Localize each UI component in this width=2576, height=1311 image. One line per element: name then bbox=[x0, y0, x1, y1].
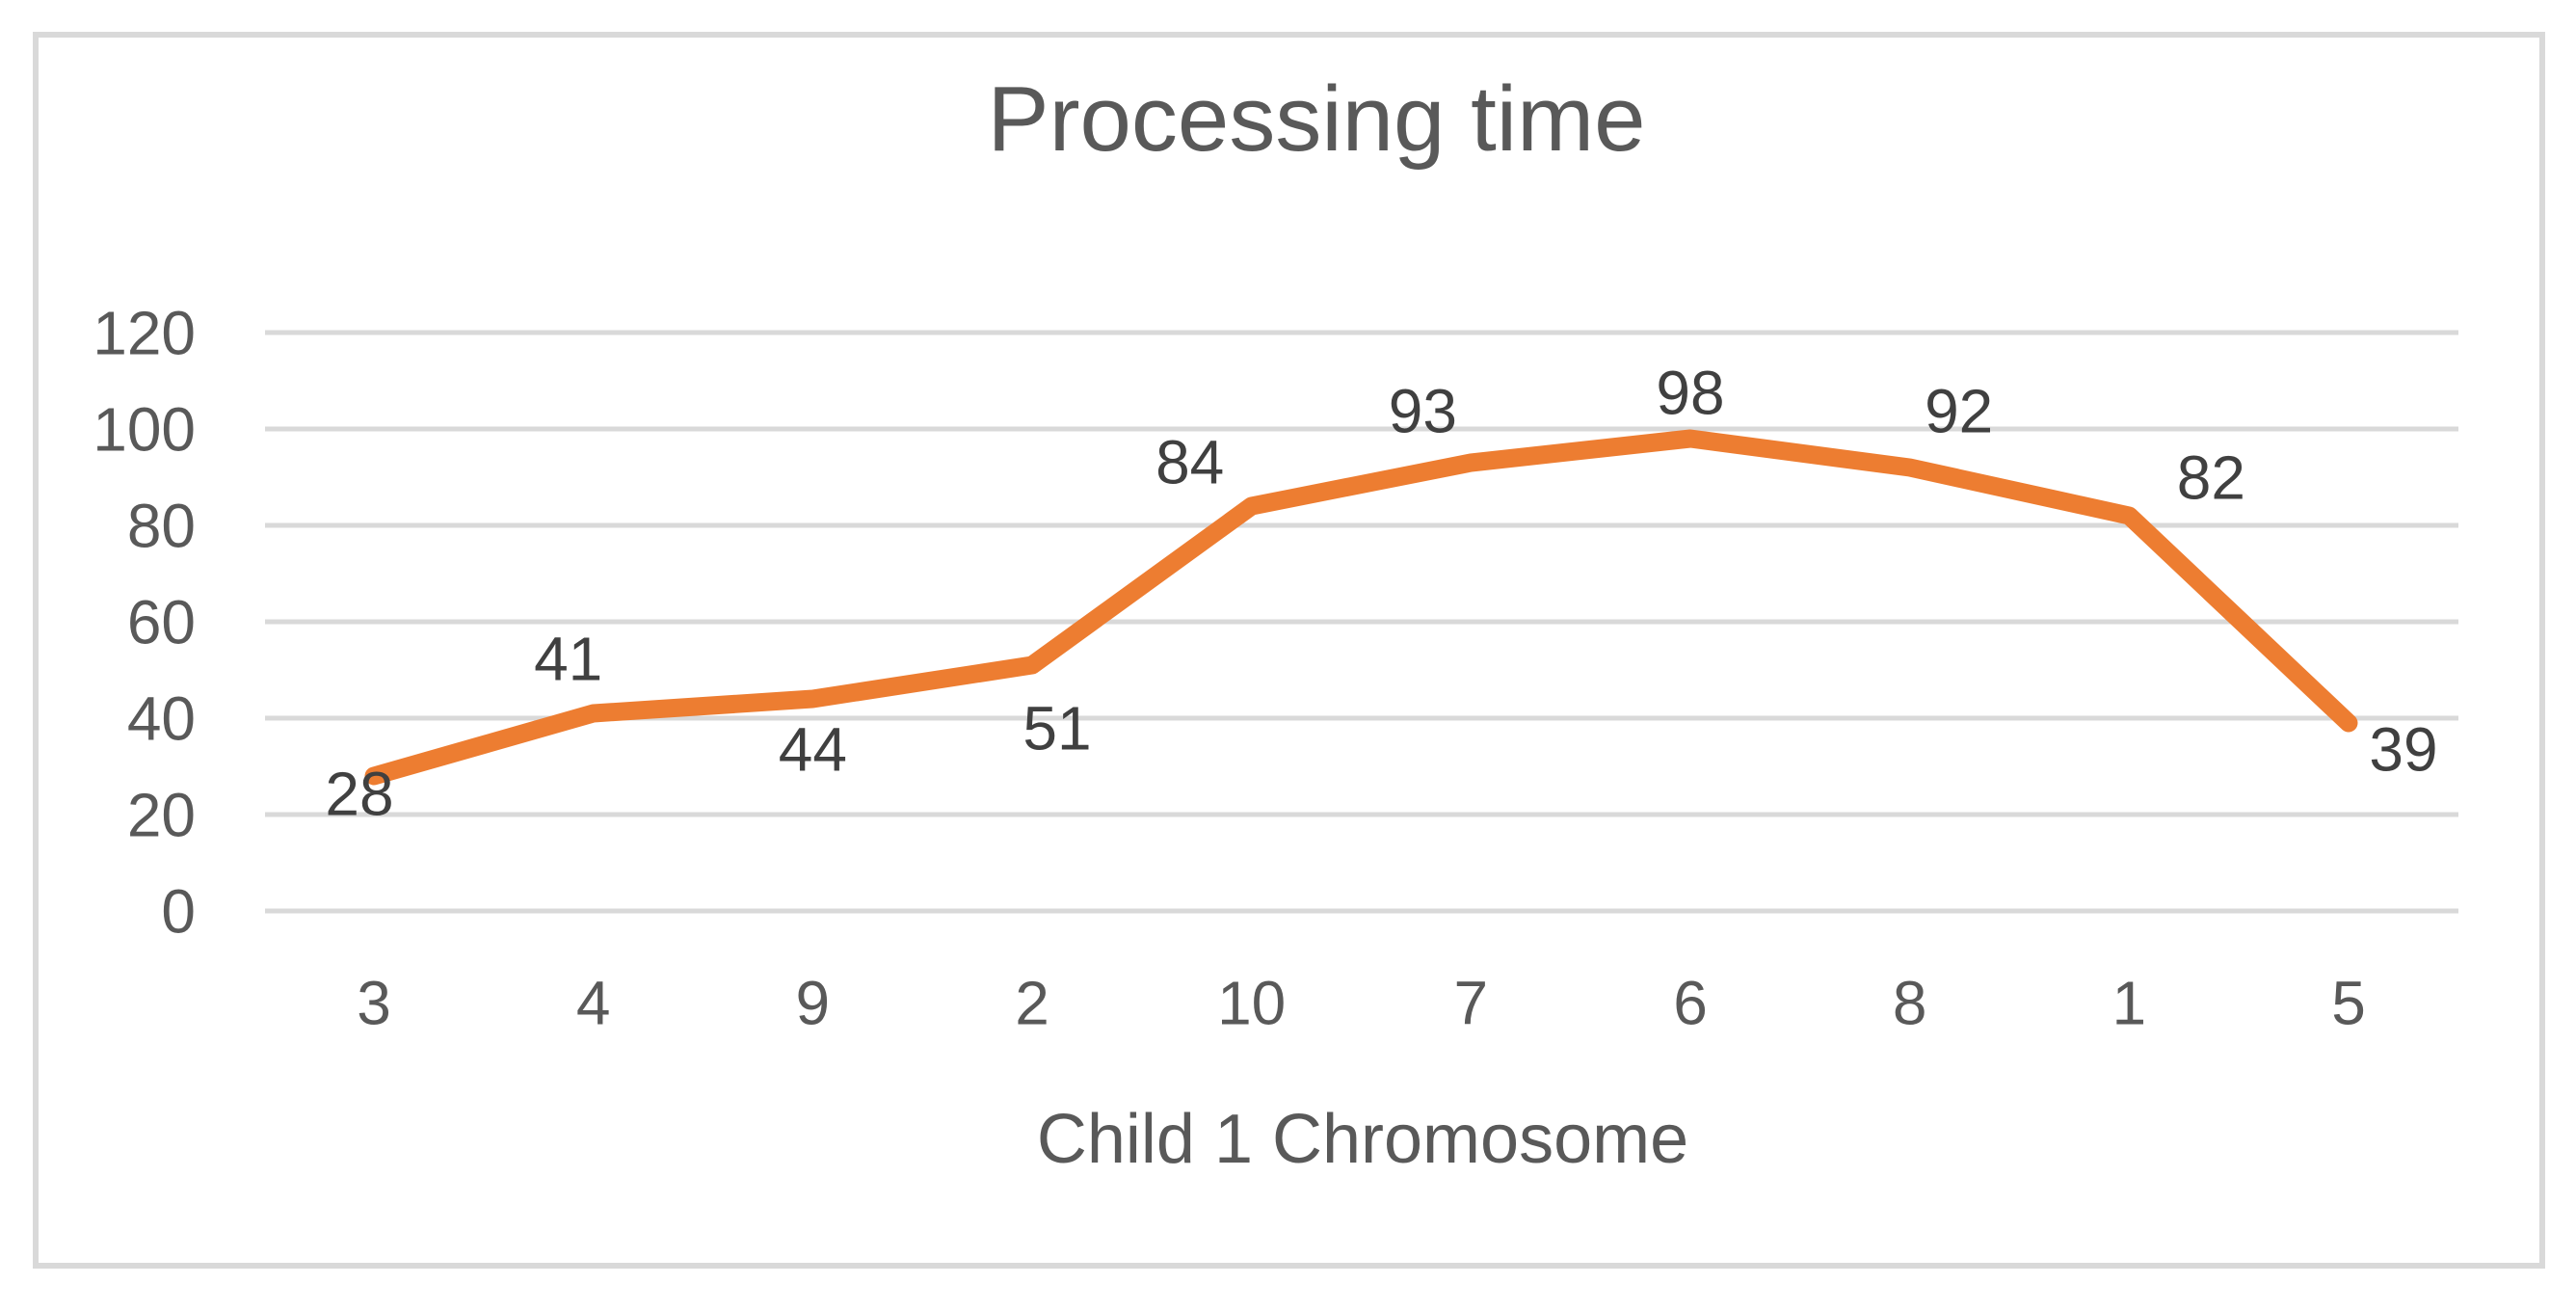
y-tick-label: 100 bbox=[93, 394, 196, 464]
x-tick-label: 2 bbox=[1015, 968, 1049, 1037]
y-tick-label: 40 bbox=[127, 683, 196, 753]
x-tick-label: 1 bbox=[2112, 968, 2147, 1037]
y-tick-label: 80 bbox=[127, 491, 196, 560]
x-tick-label: 8 bbox=[1893, 968, 1927, 1037]
y-tick-label: 20 bbox=[127, 780, 196, 849]
data-label: 39 bbox=[2369, 714, 2437, 784]
x-axis-title: Child 1 Chromosome bbox=[1036, 1101, 1689, 1178]
x-tick-label: 10 bbox=[1217, 968, 1286, 1037]
series-line bbox=[364, 429, 2358, 786]
x-tick-label: 3 bbox=[357, 968, 391, 1037]
x-tick-label: 9 bbox=[796, 968, 831, 1037]
data-label: 98 bbox=[1656, 358, 1724, 427]
data-label: 41 bbox=[534, 624, 602, 693]
data-label: 51 bbox=[1022, 693, 1091, 763]
data-label: 93 bbox=[1389, 376, 1457, 445]
x-tick-label: 7 bbox=[1454, 968, 1489, 1037]
x-tick-label: 6 bbox=[1673, 968, 1708, 1037]
chart-title: Processing time bbox=[987, 67, 1646, 171]
data-label: 44 bbox=[779, 714, 847, 784]
data-label: 84 bbox=[1155, 427, 1224, 496]
y-tick-label: 60 bbox=[127, 587, 196, 656]
y-tick-label: 0 bbox=[161, 876, 196, 946]
data-label: 28 bbox=[325, 759, 393, 828]
x-tick-label: 4 bbox=[576, 968, 611, 1037]
data-label: 92 bbox=[1925, 376, 1993, 445]
y-tick-label: 120 bbox=[93, 298, 196, 367]
x-tick-label: 5 bbox=[2331, 968, 2366, 1037]
chart-border-frame bbox=[33, 32, 2545, 1269]
data-label: 82 bbox=[2177, 442, 2245, 512]
